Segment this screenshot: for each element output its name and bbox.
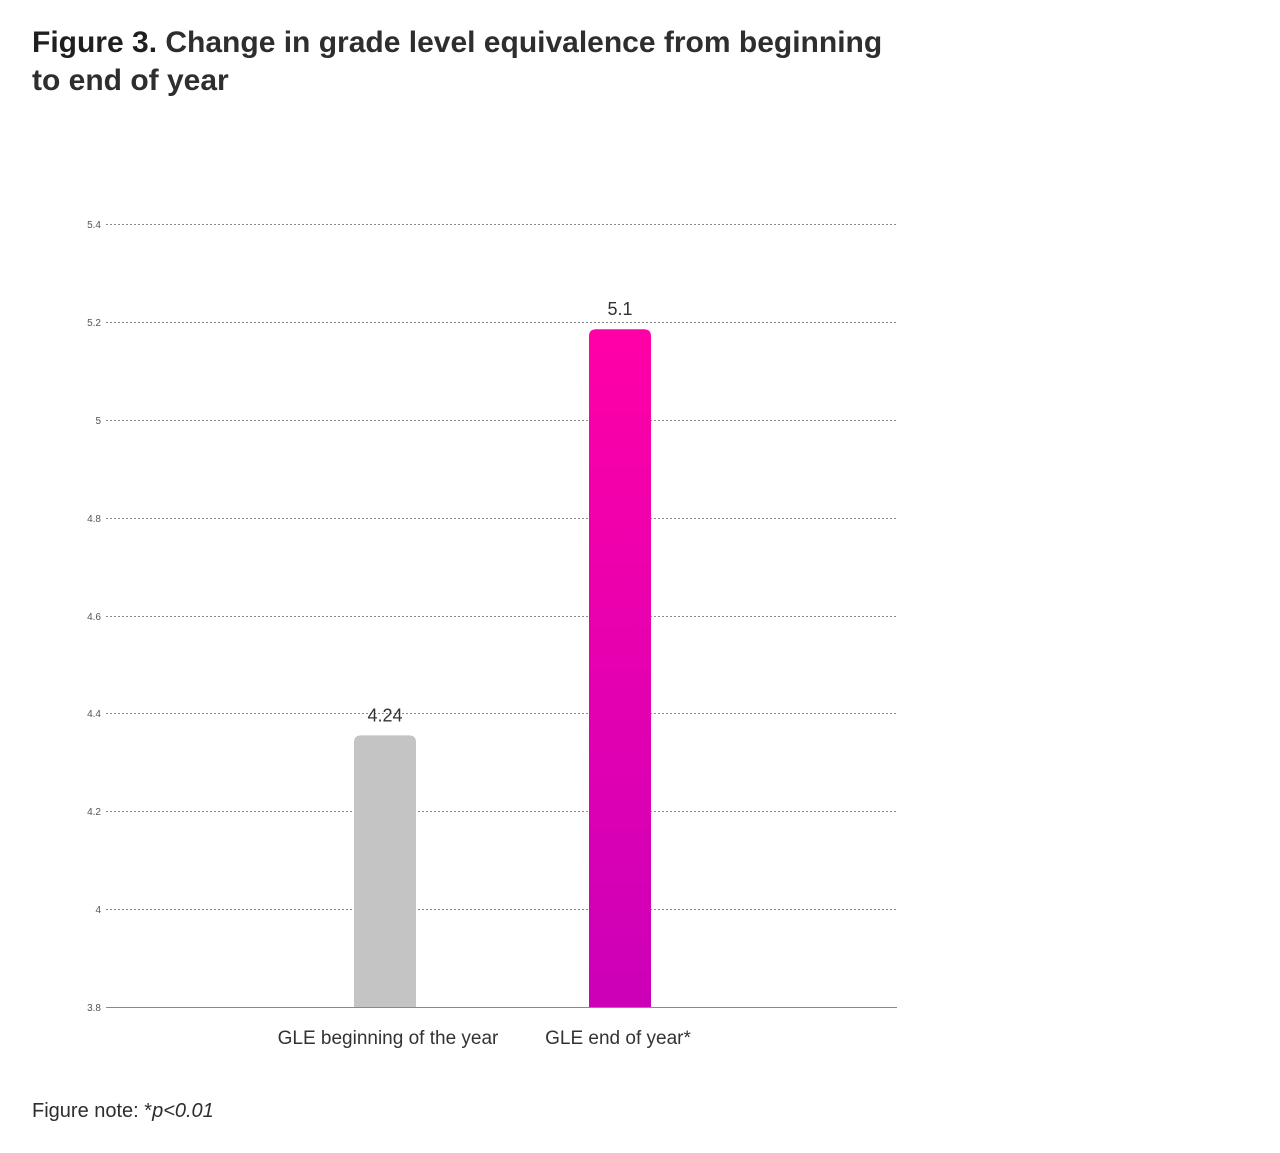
y-tick-label: 4.8: [87, 514, 101, 525]
y-tick-label: 4.4: [87, 709, 101, 720]
gridlines: [106, 224, 897, 1008]
bars: [354, 329, 651, 1007]
y-tick-label: 4.6: [87, 612, 101, 623]
x-category-label: GLE beginning of the year: [278, 1028, 499, 1049]
y-tick-label: 4: [95, 905, 101, 916]
bar-gle-end: [589, 329, 651, 1007]
figure-note-pvalue: p<0.01: [152, 1100, 214, 1122]
data-labels: 4.24 5.1: [367, 299, 632, 725]
bar-gle-beginning: [354, 735, 416, 1007]
figure-note: Figure note: *p<0.01: [32, 1097, 214, 1125]
y-tick-label: 5.2: [87, 318, 101, 329]
figure-caption: Change in grade level equivalence from b…: [32, 26, 883, 97]
figure-label: Figure 3.: [32, 26, 158, 59]
y-tick-label: 5.4: [87, 220, 101, 231]
data-label: 5.1: [607, 299, 632, 319]
data-label: 4.24: [367, 705, 402, 725]
x-category-label: GLE end of year*: [545, 1028, 691, 1049]
y-tick-label: 3.8: [87, 1003, 101, 1014]
y-axis-ticks: 3.8 4 4.2 4.4 4.6 4.8 5 5.2 5.4: [87, 220, 101, 1014]
figure-note-prefix: Figure note: *: [32, 1100, 153, 1122]
y-tick-label: 4.2: [87, 807, 101, 818]
x-axis-categories: GLE beginning of the year GLE end of year…: [278, 1028, 692, 1049]
y-tick-label: 5: [95, 416, 101, 427]
figure-title: Figure 3. Change in grade level equivale…: [32, 24, 912, 100]
